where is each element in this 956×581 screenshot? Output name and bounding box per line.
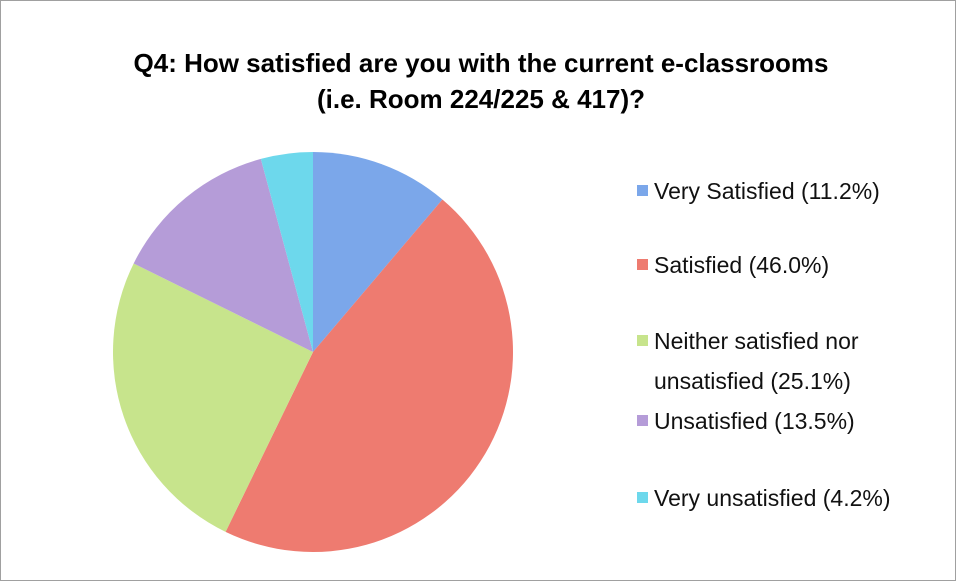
legend-entry: Satisfied (46.0%) <box>633 245 949 285</box>
legend-label: Very unsatisfied (4.2%) <box>654 485 891 511</box>
legend-swatch <box>637 259 648 270</box>
pie-slice <box>260 152 313 352</box>
pie-slice <box>113 263 313 532</box>
legend-label: Neither satisfied nor unsatisfied (25.1%… <box>654 328 859 394</box>
legend-swatch <box>637 492 648 503</box>
legend-entry: Neither satisfied nor unsatisfied (25.1%… <box>633 321 949 401</box>
legend-entry: Very Satisfied (11.2%) <box>633 171 949 211</box>
legend-label: Satisfied (46.0%) <box>654 252 830 278</box>
legend-entry: Unsatisfied (13.5%) <box>633 401 949 441</box>
pie-slice <box>133 158 313 352</box>
legend-label: Unsatisfied (13.5%) <box>654 408 855 434</box>
legend-entry: Very unsatisfied (4.2%) <box>633 478 949 518</box>
pie-slice <box>225 199 513 552</box>
legend-swatch <box>637 185 648 196</box>
legend-swatch <box>637 415 648 426</box>
legend-label: Very Satisfied (11.2%) <box>654 178 880 204</box>
pie-slice <box>313 152 443 352</box>
legend-swatch <box>637 335 648 346</box>
chart-title: Q4: How satisfied are you with the curre… <box>133 48 829 114</box>
